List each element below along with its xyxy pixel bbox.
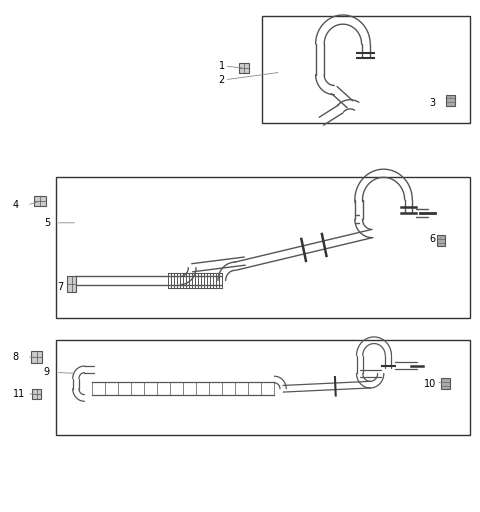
Bar bbox=[262, 16, 470, 123]
Bar bbox=[446, 95, 455, 106]
Text: 4: 4 bbox=[12, 200, 19, 210]
Bar bbox=[34, 196, 46, 206]
Text: 3: 3 bbox=[429, 98, 435, 108]
Bar bbox=[239, 63, 249, 73]
Bar bbox=[56, 340, 470, 435]
Text: 10: 10 bbox=[424, 379, 436, 389]
Bar bbox=[32, 389, 41, 399]
Bar bbox=[442, 378, 450, 389]
Text: 8: 8 bbox=[12, 352, 19, 362]
Text: 11: 11 bbox=[12, 389, 25, 399]
Text: 2: 2 bbox=[218, 75, 225, 85]
Text: 9: 9 bbox=[44, 368, 50, 377]
Text: 5: 5 bbox=[44, 218, 50, 228]
Text: 6: 6 bbox=[429, 234, 435, 244]
Bar bbox=[31, 351, 42, 362]
Text: 7: 7 bbox=[57, 282, 63, 292]
Bar bbox=[67, 276, 76, 292]
Text: 1: 1 bbox=[218, 61, 225, 71]
Bar bbox=[56, 177, 470, 318]
Bar bbox=[437, 235, 445, 246]
